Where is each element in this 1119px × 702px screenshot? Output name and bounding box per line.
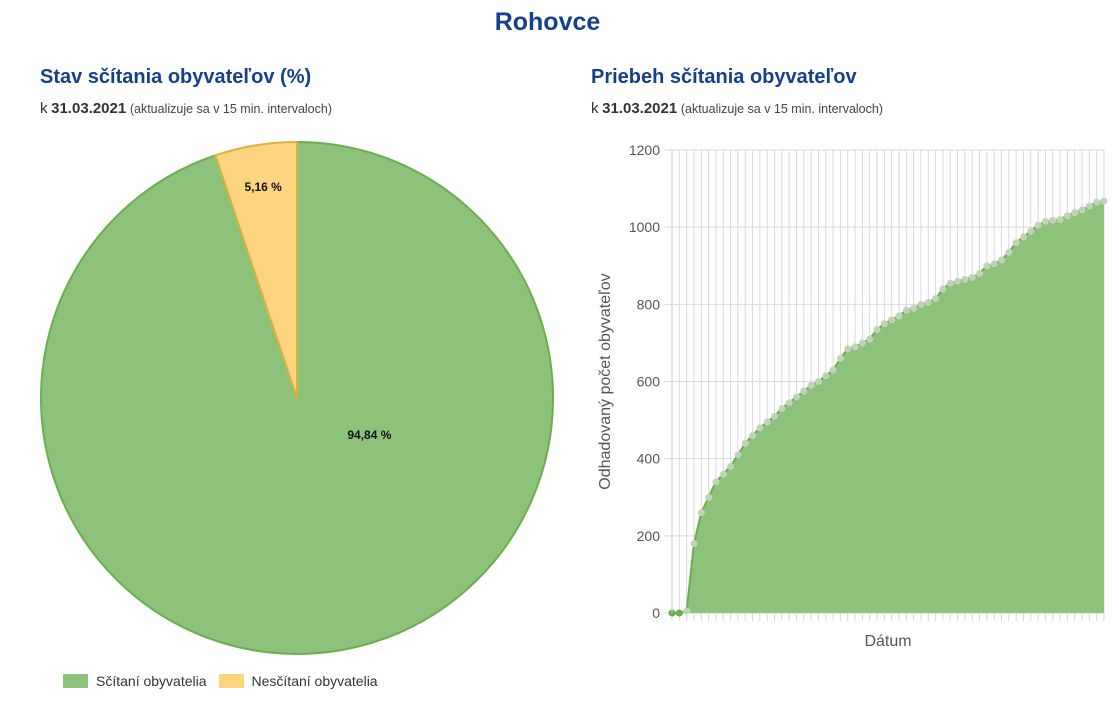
data-point[interactable] [888,316,896,324]
data-point[interactable] [924,298,932,306]
data-point[interactable] [954,277,962,285]
data-point[interactable] [851,343,859,351]
pie-panel-subtitle: k 31.03.2021 (aktualizuje sa v 15 min. i… [40,100,332,117]
pie-panel-title: Stav sčítania obyvateľov (%) [40,66,312,88]
data-point[interactable] [910,304,918,312]
legend-label-uncounted: Nesčítaní obyvatelia [251,673,378,689]
pie-slice-uncounted[interactable] [214,140,298,399]
data-point[interactable] [1005,248,1013,256]
subtitle-prefix: k [40,100,48,117]
data-point[interactable] [763,418,771,426]
data-point[interactable] [756,424,764,432]
data-point[interactable] [785,399,793,407]
data-point[interactable] [997,256,1005,264]
legend-swatch-counted [63,674,88,688]
data-point[interactable] [968,273,976,281]
data-point[interactable] [807,381,815,389]
data-point[interactable] [727,462,735,470]
data-point[interactable] [902,306,910,314]
data-point[interactable] [844,345,852,353]
data-point[interactable] [946,279,954,287]
y-tick-label: 1000 [629,219,660,235]
pie-label-uncounted: 5,16 % [244,180,282,194]
data-point[interactable] [1034,221,1042,229]
data-point[interactable] [690,540,698,548]
data-point[interactable] [880,320,888,328]
area-chart: 0 200 400 600 800 1000 1200 Dátum Odhadovaný poč… [597,142,1108,650]
page-title: Rohovce [494,8,601,36]
data-point[interactable] [675,609,683,617]
data-point[interactable] [800,387,808,395]
data-point[interactable] [778,405,786,413]
data-point[interactable] [1100,197,1108,205]
data-point[interactable] [705,493,713,501]
data-point[interactable] [1056,215,1064,223]
data-point[interactable] [1093,198,1101,206]
y-tick-label: 400 [637,451,661,467]
data-point[interactable] [1027,227,1035,235]
legend-item-counted[interactable]: Sčítaní obyvatelia [63,673,207,689]
y-tick-label: 0 [652,605,660,621]
pie-legend: Sčítaní obyvatelia Nesčítaní obyvatelia [63,673,390,689]
data-point[interactable] [771,412,779,420]
data-point[interactable] [719,470,727,478]
x-axis-label: Dátum [864,633,911,650]
data-point[interactable] [792,393,800,401]
subtitle-date: 31.03.2021 [602,100,678,117]
data-point[interactable] [1041,217,1049,225]
data-point[interactable] [814,378,822,385]
data-point[interactable] [939,285,947,293]
data-point[interactable] [683,607,691,615]
data-point[interactable] [712,478,720,486]
y-tick-label: 200 [637,528,661,544]
y-axis-label: Odhadovaný počet obyvateľov [597,273,614,489]
data-point[interactable] [932,295,940,303]
data-point[interactable] [1012,239,1020,247]
data-point[interactable] [1078,206,1086,214]
subtitle-note: (aktualizuje sa v 15 min. intervaloch) [129,102,333,116]
data-point[interactable] [1085,202,1093,210]
data-point[interactable] [917,300,925,308]
legend-swatch-uncounted [218,674,244,688]
subtitle-prefix: k [591,100,599,117]
data-point[interactable] [734,451,742,459]
data-point[interactable] [858,339,866,347]
pie-chart: 94,84 % 5,16 % [40,140,554,655]
data-point[interactable] [822,372,830,380]
data-point[interactable] [866,335,874,343]
data-point[interactable] [976,269,984,277]
data-point[interactable] [697,509,705,517]
data-point[interactable] [895,312,903,320]
data-point[interactable] [1063,212,1071,220]
data-point[interactable] [873,325,881,333]
subtitle-date: 31.03.2021 [51,100,127,117]
data-point[interactable] [961,275,969,283]
legend-item-uncounted[interactable]: Nesčítaní obyvatelia [218,673,378,689]
data-point[interactable] [836,354,844,362]
data-point[interactable] [1071,209,1079,217]
data-point[interactable] [1049,216,1057,224]
y-tick-label: 1200 [629,142,660,158]
legend-label-counted: Sčítaní obyvatelia [96,673,207,689]
data-point[interactable] [829,366,837,374]
y-tick-label: 600 [637,374,661,390]
data-point[interactable] [741,439,749,447]
area-panel-title: Priebeh sčítania obyvateľov [591,66,857,88]
area-panel-subtitle: k 31.03.2021 (aktualizuje sa v 15 min. i… [591,100,883,117]
pie-label-counted: 94,84 % [347,428,391,442]
y-tick-label: 800 [637,296,661,312]
subtitle-note: (aktualizuje sa v 15 min. intervaloch) [680,102,884,116]
data-point[interactable] [983,262,991,270]
data-point[interactable] [749,432,757,440]
data-point[interactable] [1019,233,1027,241]
data-point[interactable] [990,260,998,268]
area-fill [672,200,1104,613]
